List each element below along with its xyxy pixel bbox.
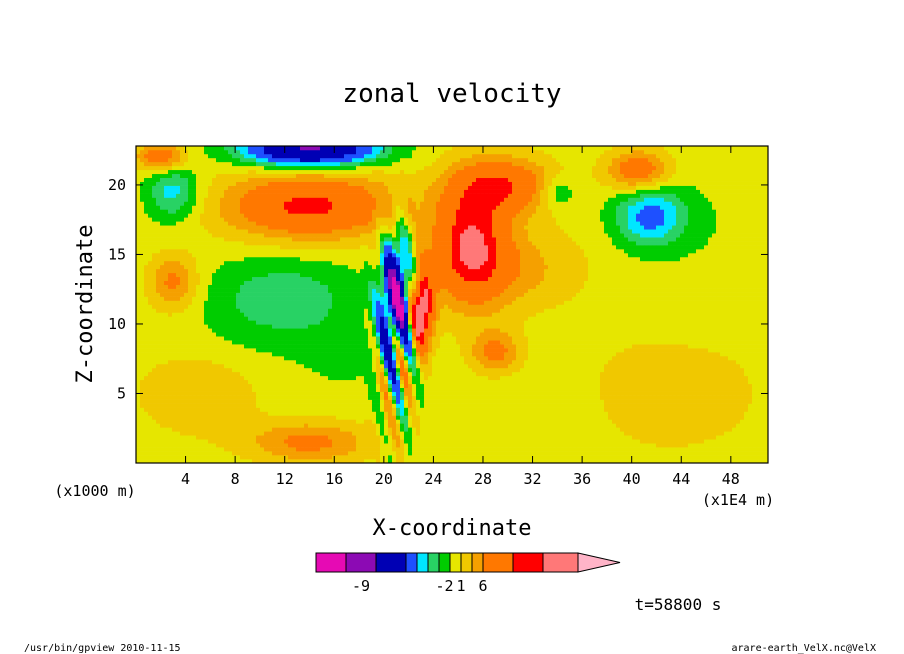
y-tick-label: 5 bbox=[117, 384, 126, 402]
colorbar-swatch bbox=[375, 552, 407, 573]
x-tick-label: 24 bbox=[424, 470, 442, 488]
heatmap-field bbox=[136, 146, 769, 464]
x-tick-label: 20 bbox=[375, 470, 393, 488]
x-tick-label: 44 bbox=[672, 470, 690, 488]
x-tick-label: 28 bbox=[474, 470, 492, 488]
colorbar-swatch bbox=[449, 552, 462, 573]
y-axis-label: Z-coordinate bbox=[73, 225, 98, 384]
colorbar-swatch bbox=[471, 552, 484, 573]
colorbar-swatch bbox=[512, 552, 544, 573]
footer-left: /usr/bin/gpview 2010-11-15 bbox=[24, 643, 181, 654]
colorbar-swatch bbox=[405, 552, 418, 573]
x-axis-label: X-coordinate bbox=[373, 516, 532, 541]
colorbar-swatch bbox=[315, 552, 347, 573]
y-tick-label: 15 bbox=[108, 245, 126, 263]
plot-frame bbox=[135, 145, 769, 464]
x-tick-label: 48 bbox=[722, 470, 740, 488]
x-ticks: 4 8 12 16 20 24 28 32 36 40 44 48 bbox=[181, 146, 740, 488]
x-tick-label: 8 bbox=[231, 470, 240, 488]
x-unit-left: (x1000 m) bbox=[54, 482, 135, 500]
chart-title: zonal velocity bbox=[342, 79, 561, 109]
colorbar-extend-arrow bbox=[577, 552, 621, 573]
x-tick-label: 12 bbox=[276, 470, 294, 488]
colorbar-swatch bbox=[427, 552, 440, 573]
colorbar-swatch bbox=[345, 552, 377, 573]
x-tick-label: 32 bbox=[524, 470, 542, 488]
colorbar-label: 1 bbox=[456, 577, 465, 595]
colorbar-swatch bbox=[416, 552, 429, 573]
x-tick-label: 40 bbox=[623, 470, 641, 488]
colorbar-label: -9 bbox=[352, 577, 370, 595]
colorbar-label: 6 bbox=[478, 577, 487, 595]
footer-right: arare-earth_VelX.nc@VelX bbox=[732, 643, 877, 654]
x-tick-label: 4 bbox=[181, 470, 190, 488]
x-tick-label: 16 bbox=[325, 470, 343, 488]
y-tick-label: 10 bbox=[108, 315, 126, 333]
colorbar: -9 -2 1 6 bbox=[315, 552, 621, 595]
x-tick-label: 36 bbox=[573, 470, 591, 488]
colorbar-swatch bbox=[542, 552, 579, 573]
colorbar-swatch bbox=[460, 552, 473, 573]
colorbar-label: -2 bbox=[435, 577, 453, 595]
colorbar-swatch bbox=[438, 552, 451, 573]
y-tick-label: 20 bbox=[108, 176, 126, 194]
time-annotation: t=58800 s bbox=[635, 595, 722, 614]
x-unit-right: (x1E4 m) bbox=[702, 491, 774, 509]
colorbar-swatch bbox=[482, 552, 514, 573]
y-ticks: 5 10 15 20 bbox=[108, 176, 768, 402]
